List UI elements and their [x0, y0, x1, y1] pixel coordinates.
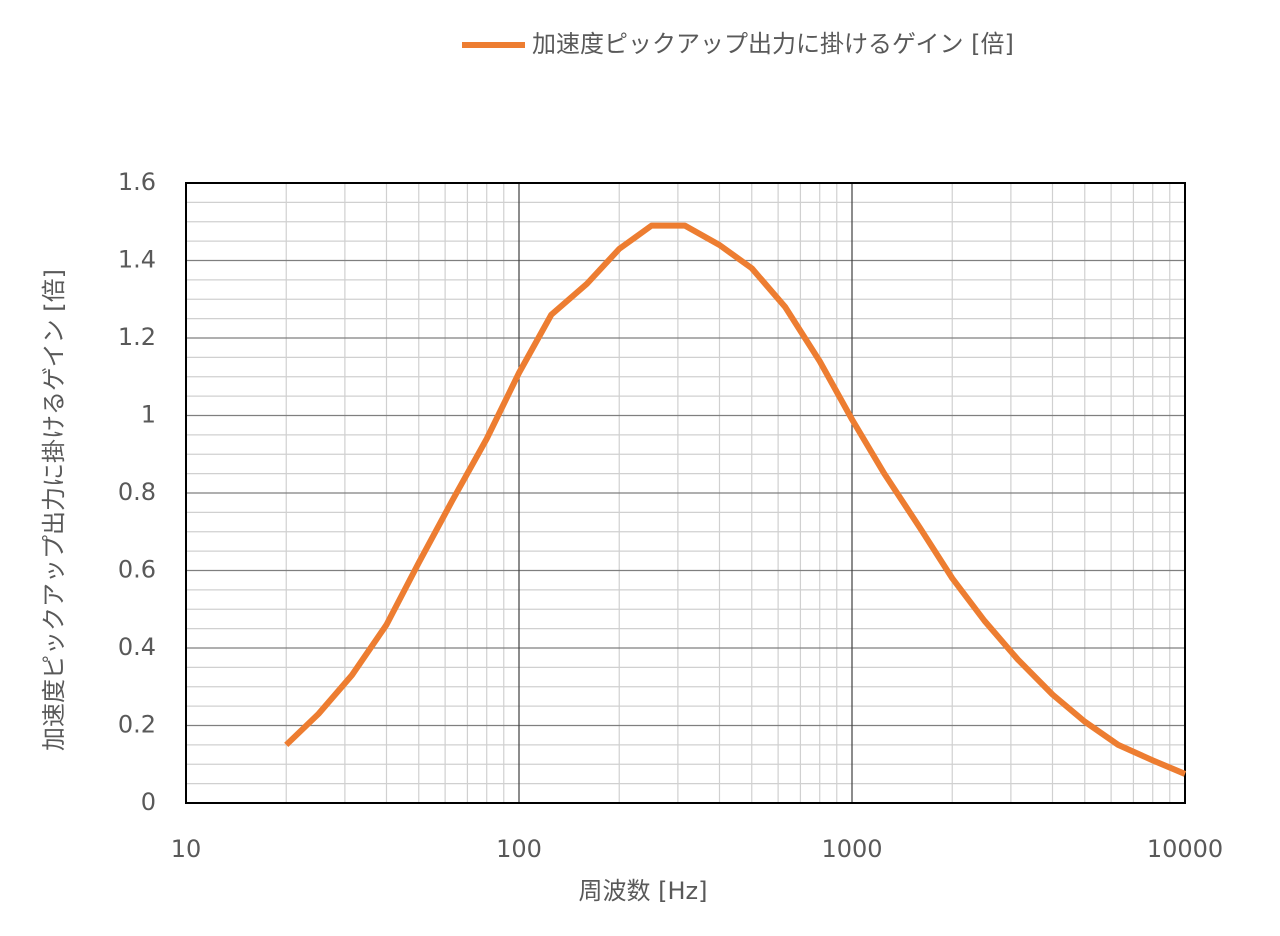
line-series — [284, 222, 1187, 777]
y-tick-label: 0 — [141, 788, 156, 816]
x-tick-label: 10000 — [1147, 835, 1223, 863]
x-axis-title: 周波数 [Hz] — [579, 877, 708, 905]
x-tick-label: 10 — [171, 835, 202, 863]
y-axis-title: 加速度ピックアップ出力に掛けるゲイン [倍] — [40, 269, 68, 751]
y-tick-label: 1 — [141, 401, 156, 429]
y-tick-label: 0.6 — [118, 556, 156, 584]
x-tick-label: 100 — [496, 835, 542, 863]
y-tick-label: 1.4 — [118, 246, 156, 274]
legend-label: 加速度ピックアップ出力に掛けるゲイン [倍] — [532, 30, 1014, 58]
plot-border — [185, 182, 1186, 804]
y-tick-label: 0.4 — [118, 633, 156, 661]
x-tick-label: 1000 — [821, 835, 882, 863]
y-tick-label: 1.6 — [118, 168, 156, 196]
y-tick-label: 0.8 — [118, 478, 156, 506]
y-tick-label: 1.2 — [118, 323, 156, 351]
y-tick-label: 0.2 — [118, 711, 156, 739]
